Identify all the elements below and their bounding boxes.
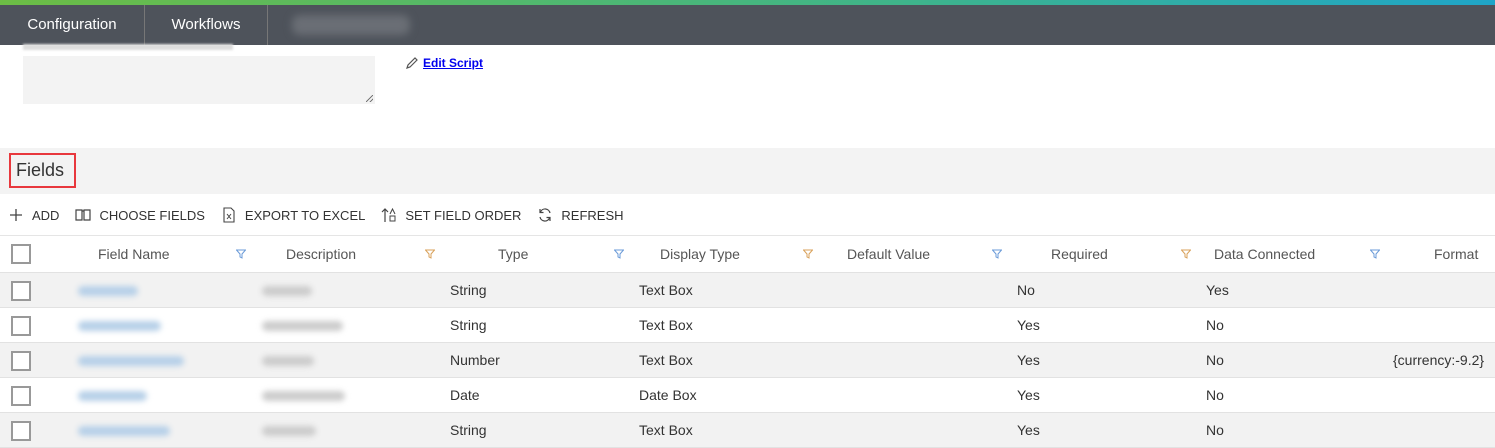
- add-label: ADD: [32, 207, 60, 223]
- table-row[interactable]: String Text Box Yes No: [0, 413, 1495, 448]
- description-cell: [262, 286, 312, 296]
- column-header[interactable]: Data Connected: [1214, 246, 1316, 262]
- sort-order-icon: [381, 207, 396, 222]
- section-title: Fields: [9, 153, 76, 188]
- filter-icon[interactable]: [425, 249, 435, 259]
- table-row[interactable]: Number Text Box Yes No {currency:-9.2}: [0, 343, 1495, 378]
- refresh-icon: [539, 208, 552, 222]
- description-cell: [262, 356, 314, 366]
- set-order-label: SET FIELD ORDER: [405, 207, 522, 223]
- select-all-checkbox[interactable]: [11, 244, 31, 264]
- fields-grid: Field Name Description Type Display Type Def…: [0, 235, 1495, 448]
- data-connected-cell: No: [1206, 317, 1224, 333]
- data-connected-cell: Yes: [1206, 282, 1229, 298]
- field-name-link[interactable]: [78, 286, 138, 296]
- type-cell: String: [450, 282, 487, 298]
- set-field-order-button[interactable]: SET FIELD ORDER: [381, 207, 521, 223]
- description-cell: [262, 426, 316, 436]
- description-cell: [262, 321, 343, 331]
- data-connected-cell: No: [1206, 422, 1224, 438]
- data-connected-cell: No: [1206, 352, 1224, 368]
- type-cell: Number: [450, 352, 500, 368]
- data-connected-cell: No: [1206, 387, 1224, 403]
- required-cell: Yes: [1017, 422, 1040, 438]
- field-name-link[interactable]: [78, 321, 161, 331]
- grid-toolbar: ADD CHOOSE FIELDS EXPORT TO EXCEL SET FI…: [8, 207, 624, 223]
- filter-icon[interactable]: [236, 249, 246, 259]
- display-type-cell: Date Box: [639, 387, 697, 403]
- filter-icon[interactable]: [614, 249, 624, 259]
- book-icon: [75, 209, 92, 221]
- row-checkbox[interactable]: [11, 386, 31, 406]
- script-label: [23, 44, 233, 50]
- row-checkbox[interactable]: [11, 281, 31, 301]
- filter-icon[interactable]: [803, 249, 813, 259]
- field-name-link[interactable]: [78, 426, 170, 436]
- field-name-link[interactable]: [78, 391, 147, 401]
- export-to-excel-button[interactable]: EXPORT TO EXCEL: [221, 207, 365, 223]
- required-cell: No: [1017, 282, 1035, 298]
- display-type-cell: Text Box: [639, 352, 693, 368]
- table-row[interactable]: String Text Box No Yes: [0, 273, 1495, 308]
- row-checkbox[interactable]: [11, 421, 31, 441]
- filter-icon[interactable]: [992, 249, 1002, 259]
- filter-icon[interactable]: [1370, 249, 1380, 259]
- header-row: Field Name Description Type Display Type Def…: [0, 236, 1495, 273]
- plus-icon: [10, 209, 22, 221]
- on-load-script-textarea[interactable]: [23, 56, 375, 104]
- refresh-label: REFRESH: [561, 207, 624, 223]
- required-cell: Yes: [1017, 387, 1040, 403]
- column-header[interactable]: Display Type: [660, 246, 740, 262]
- edit-script-label: Edit Script: [423, 56, 484, 70]
- tab-redacted[interactable]: [292, 15, 410, 35]
- refresh-button[interactable]: REFRESH: [537, 207, 624, 223]
- description-cell: [262, 391, 345, 401]
- column-header[interactable]: Type: [498, 246, 529, 262]
- column-header[interactable]: Default Value: [847, 246, 931, 262]
- table-row[interactable]: String Text Box Yes No: [0, 308, 1495, 343]
- tab-workflows[interactable]: Workflows: [145, 5, 268, 45]
- pencil-icon: [406, 57, 418, 69]
- choose-fields-label: CHOOSE FIELDS: [99, 207, 205, 223]
- export-label: EXPORT TO EXCEL: [244, 207, 366, 223]
- tab-configuration[interactable]: Configuration: [0, 5, 145, 45]
- fields-section-header: Fields: [0, 148, 1495, 194]
- add-button[interactable]: ADD: [8, 207, 59, 223]
- column-header[interactable]: Required: [1051, 246, 1108, 262]
- column-header[interactable]: Field Name: [98, 246, 170, 262]
- display-type-cell: Text Box: [639, 317, 693, 333]
- accent-stripe: [0, 0, 1495, 5]
- edit-script-link[interactable]: Edit Script: [405, 56, 483, 70]
- type-cell: String: [450, 317, 487, 333]
- resize-handle[interactable]: [366, 95, 373, 102]
- field-name-link[interactable]: [78, 356, 184, 366]
- row-checkbox[interactable]: [11, 316, 31, 336]
- display-type-cell: Text Box: [639, 282, 693, 298]
- filter-icon[interactable]: [1181, 249, 1191, 259]
- display-type-cell: Text Box: [639, 422, 693, 438]
- required-cell: Yes: [1017, 317, 1040, 333]
- column-header[interactable]: Description: [286, 246, 357, 262]
- type-cell: String: [450, 422, 487, 438]
- table-row[interactable]: Date Date Box Yes No: [0, 378, 1495, 413]
- required-cell: Yes: [1017, 352, 1040, 368]
- column-header[interactable]: Format: [1434, 246, 1479, 262]
- type-cell: Date: [450, 387, 480, 403]
- top-nav-bar: Configuration Workflows: [0, 0, 1495, 45]
- row-checkbox[interactable]: [11, 351, 31, 371]
- choose-fields-button[interactable]: CHOOSE FIELDS: [75, 207, 205, 223]
- format-cell: {currency:-9.2}: [1393, 352, 1485, 368]
- excel-file-icon: [223, 207, 235, 223]
